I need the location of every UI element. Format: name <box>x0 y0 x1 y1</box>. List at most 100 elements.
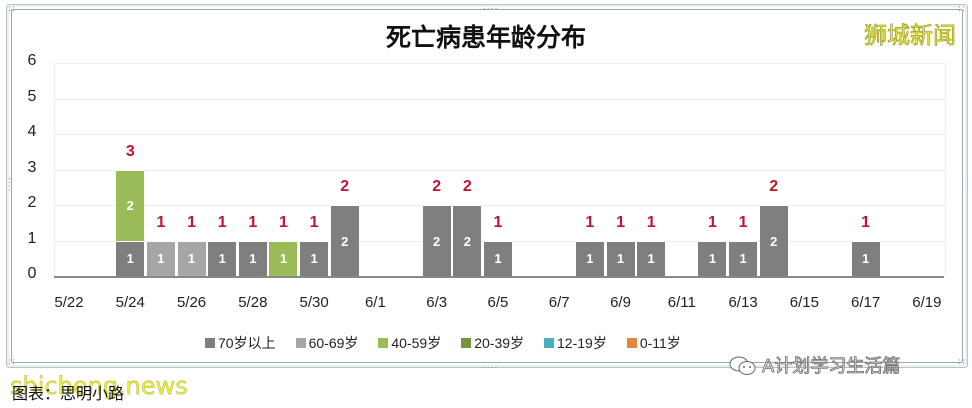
legend-item: 70岁以上 <box>205 333 276 353</box>
y-tick-label: 1 <box>27 229 37 247</box>
bar-segment: 2 <box>422 205 451 276</box>
legend-swatch <box>205 338 215 348</box>
legend-swatch <box>544 338 555 348</box>
resize-handle-top-left[interactable]: :: <box>8 4 17 14</box>
x-tick-label: 6/3 <box>426 294 448 311</box>
bar-total-label: 1 <box>279 213 288 231</box>
bar-segment: 1 <box>483 240 512 276</box>
gridline <box>55 169 945 171</box>
bar-segment: 2 <box>453 205 482 276</box>
resize-handle-right[interactable]: .... <box>959 177 969 193</box>
x-tick-label: 6/15 <box>789 294 819 311</box>
bar-segment: 1 <box>637 240 666 276</box>
bar-segment: 1 <box>606 240 635 276</box>
bar-segment: 1 <box>238 240 267 276</box>
x-tick-label: 6/9 <box>610 294 631 311</box>
bar-total-label: 1 <box>187 213 196 231</box>
wechat-icon <box>728 354 758 376</box>
x-tick-label: 6/5 <box>487 294 509 311</box>
bar-total-label: 2 <box>769 178 779 195</box>
x-tick-label: 5/24 <box>115 294 145 311</box>
legend-label: 20-39岁 <box>474 335 525 351</box>
legend-label: 40-59岁 <box>391 335 442 351</box>
resize-handle-top-right[interactable]: :: <box>957 4 966 14</box>
caption-watermark: shicheng.news <box>10 372 188 400</box>
legend-swatch <box>461 338 472 348</box>
y-tick-label: 4 <box>27 123 37 140</box>
x-tick-label: 6/17 <box>851 294 881 311</box>
bar-total-label: 2 <box>340 178 350 195</box>
account-badge: A计划学习生活篇 <box>728 352 901 378</box>
chart-area <box>11 9 963 363</box>
bar-total-label: 1 <box>309 213 319 231</box>
resize-handle-bottom-left[interactable]: :: <box>8 357 17 367</box>
bar-total-label: 1 <box>646 213 656 231</box>
x-tick-label: 5/22 <box>54 294 84 311</box>
bar-total-label: 3 <box>125 142 135 160</box>
bar-total-label: 1 <box>248 213 258 231</box>
bar-total-label: 1 <box>616 213 625 231</box>
x-tick-label: 6/7 <box>548 294 570 311</box>
bar-segment: 1 <box>269 240 298 276</box>
bar-segment: 1 <box>729 240 758 276</box>
x-tick-label: 6/13 <box>728 294 758 311</box>
resize-handle-bottom-right[interactable]: :: <box>957 357 966 367</box>
bar-segment: 2 <box>330 205 359 276</box>
y-tick-label: 3 <box>27 158 37 176</box>
y-tick-label: 2 <box>27 194 37 211</box>
resize-handle-bottom[interactable]: .... <box>483 361 499 371</box>
gridline <box>55 134 945 135</box>
gridline <box>55 205 945 206</box>
y-tick-label: 5 <box>27 87 37 105</box>
x-tick-label: 6/19 <box>912 294 942 311</box>
y-tick-label: 6 <box>27 52 37 69</box>
bar-total-label: 1 <box>707 213 717 231</box>
bar-segment: 1 <box>116 240 145 276</box>
bar-total-label: 2 <box>462 178 472 195</box>
bar-segment: 1 <box>146 240 175 276</box>
chart-frame: :: .... :: .... .... .... :: :: <box>6 2 969 371</box>
legend-item: 0-11岁 <box>626 333 681 353</box>
x-tick-label: 5/28 <box>238 294 268 311</box>
chart-caption: 图表：思明小路 <box>12 384 125 403</box>
legend-item: 60-69岁 <box>295 333 359 353</box>
chart-title: 死亡病患年龄分布 <box>385 23 586 52</box>
watermark-logo: 狮城新闻 <box>864 23 957 50</box>
y-tick-label: 0 <box>27 265 37 282</box>
resize-handle-top[interactable]: .... <box>483 2 499 12</box>
bar-segment: 1 <box>300 240 329 276</box>
bar-total-label: 2 <box>432 178 442 195</box>
chart-legend: 70岁以上 60-69岁 40-59岁 20-39岁 12-19岁 0-11岁 <box>205 333 681 353</box>
bar-segment: 2 <box>116 169 145 241</box>
x-tick-label: 6/1 <box>364 294 386 311</box>
x-axis-line <box>54 276 944 278</box>
account-name: A计划学习生活篇 <box>762 356 901 378</box>
legend-swatch <box>626 338 637 348</box>
bar-segment: 1 <box>575 240 604 276</box>
bar-total-label: 1 <box>493 213 503 231</box>
gridline <box>55 98 945 100</box>
bar-segment: 1 <box>177 240 206 276</box>
x-tick-label: 6/11 <box>667 294 696 311</box>
legend-label: 60-69岁 <box>308 335 359 351</box>
bar-total-label: 1 <box>217 213 227 231</box>
bar-total-label: 1 <box>861 213 871 231</box>
legend-swatch <box>295 338 306 348</box>
bar-total-label: 1 <box>738 213 748 231</box>
legend-label: 12-19岁 <box>557 335 607 351</box>
bar-total-label: 1 <box>585 213 595 231</box>
legend-item: 40-59岁 <box>378 333 441 353</box>
legend-label: 70岁以上 <box>218 335 276 351</box>
bar-segment: 1 <box>851 240 880 276</box>
gridline <box>55 63 945 64</box>
legend-item: 20-39岁 <box>461 333 524 353</box>
x-tick-label: 5/30 <box>299 294 329 311</box>
resize-handle-left[interactable]: .... <box>6 177 16 193</box>
x-tick-label: 5/26 <box>176 294 207 311</box>
bar-segment: 1 <box>698 240 727 276</box>
legend-label: 0-11岁 <box>639 335 681 351</box>
bar-segment: 2 <box>759 205 788 276</box>
legend-item: 12-19岁 <box>544 333 607 353</box>
bar-segment: 1 <box>208 240 237 276</box>
legend-swatch <box>378 338 389 348</box>
